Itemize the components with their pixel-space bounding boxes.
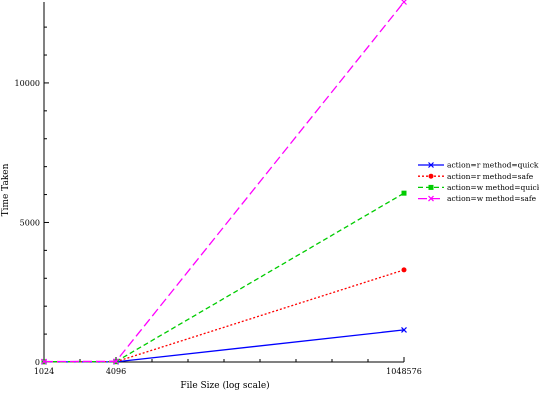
legend-label: action=w method=quick (447, 183, 539, 192)
y-tick-label: 10000 (15, 79, 40, 88)
series-1 (41, 326, 407, 365)
chart-axes (43, 2, 404, 363)
data-point (401, 326, 407, 333)
series-4 (41, 0, 407, 365)
data-point (113, 358, 119, 365)
y-tick-label: 0 (35, 358, 40, 367)
legend-marker (428, 184, 434, 190)
series-line (44, 329, 405, 363)
x-tick-label: 1048576 (386, 367, 422, 376)
legend-item: action=w method=safe (418, 194, 537, 203)
legend-item: action=w method=quick (418, 183, 539, 192)
legend-item: action=r method=quick (418, 161, 539, 170)
data-point (401, 0, 407, 5)
data-point (41, 358, 47, 365)
series-line (43, 269, 405, 363)
chart-ticks: 0 5000 10000 1024 4096 1048576 (15, 26, 422, 376)
y-axis-title: Time Taken (1, 163, 11, 216)
y-tick-label: 5000 (20, 218, 40, 227)
legend-label: action=w method=safe (447, 194, 537, 203)
legend-label: action=r method=quick (447, 161, 539, 170)
x-tick-label: 1024 (34, 367, 54, 376)
legend-marker (428, 195, 434, 202)
legend-marker (428, 173, 434, 179)
legend-marker (428, 162, 434, 168)
chart-series (41, 0, 407, 365)
x-axis-title: File Size (log scale) (180, 380, 269, 391)
legend-label: action=r method=safe (447, 172, 534, 181)
series-3 (41, 190, 407, 365)
chart-legend: action=r method=quick action=r method=saf… (418, 161, 539, 203)
data-point (401, 267, 407, 273)
x-tick-label: 4096 (106, 367, 126, 376)
data-point (401, 190, 407, 196)
legend-item: action=r method=safe (418, 172, 534, 181)
series-line (43, 1, 405, 363)
